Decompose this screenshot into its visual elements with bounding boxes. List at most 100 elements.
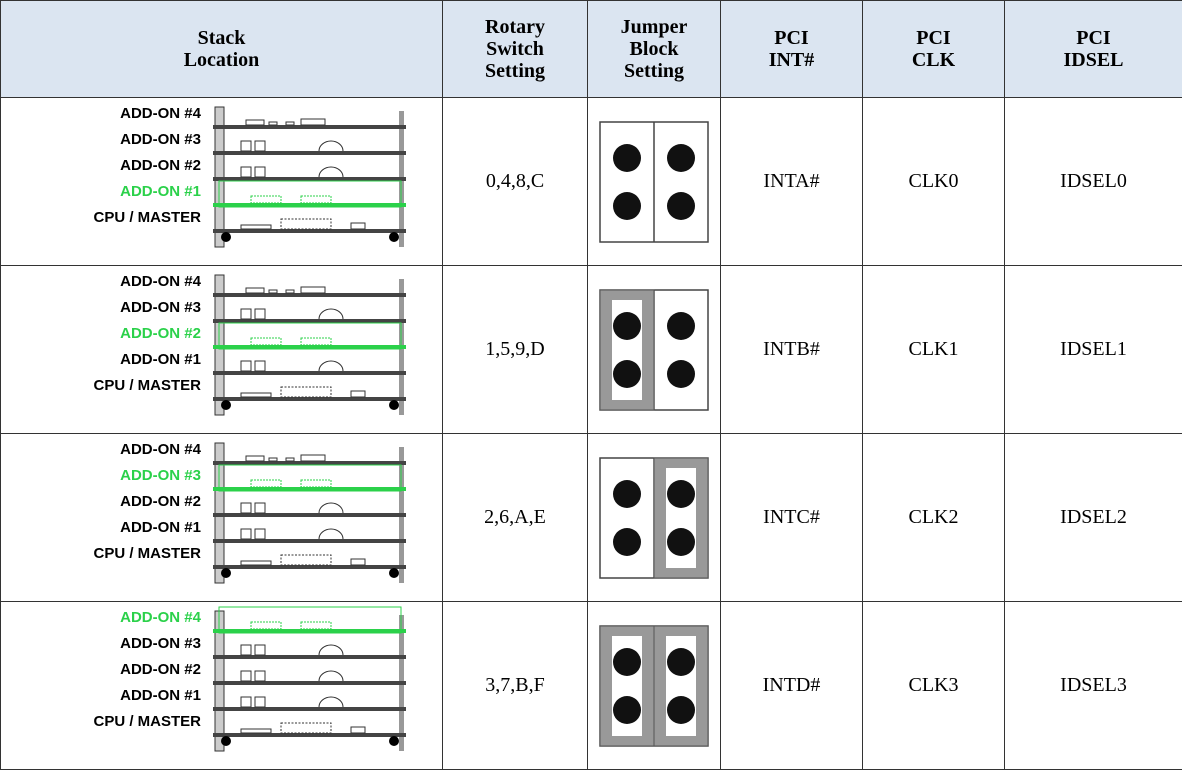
stack-label: ADD-ON #4 xyxy=(120,609,202,626)
stack-label: ADD-ON #2 xyxy=(120,493,201,510)
part xyxy=(254,696,266,707)
pci-idsel: IDSEL2 xyxy=(1060,506,1127,528)
part xyxy=(300,118,326,125)
part xyxy=(254,502,266,513)
pci-clk-cell: CLK3 xyxy=(862,601,1005,770)
rotary-setting: 2,6,A,E xyxy=(484,506,546,528)
board xyxy=(213,680,406,685)
part xyxy=(240,728,272,733)
cpu-chip xyxy=(280,722,332,733)
part xyxy=(350,558,366,565)
table-row: ADD-ON #4 ADD-ON #3 ADD-ON #2 ADD-ON #1 CPU … xyxy=(0,433,1182,602)
part xyxy=(240,360,252,371)
pin xyxy=(667,647,695,676)
part xyxy=(268,289,278,293)
part xyxy=(240,502,252,513)
pci-int: INTA# xyxy=(763,170,820,192)
pci-clk-cell: CLK2 xyxy=(862,433,1005,602)
pci-idsel: IDSEL0 xyxy=(1060,170,1127,192)
header-text: PCI CLK xyxy=(911,27,956,71)
part xyxy=(285,457,295,461)
chip xyxy=(250,621,282,629)
stack-cell: ADD-ON #4 ADD-ON #3 ADD-ON #2 ADD-ON #1 CPU … xyxy=(0,97,443,266)
part xyxy=(254,644,266,655)
cpu-chip xyxy=(280,386,332,397)
pin xyxy=(667,311,695,340)
board xyxy=(213,176,406,181)
board xyxy=(213,654,406,659)
table-row: ADD-ON #4 ADD-ON #3 ADD-ON #2 ADD-ON #1 CPU … xyxy=(0,265,1182,434)
stack-label: ADD-ON #3 xyxy=(120,635,201,652)
part xyxy=(240,670,252,681)
stack-cell: ADD-ON #4 ADD-ON #3 ADD-ON #2 ADD-ON #1 CPU … xyxy=(0,601,443,770)
stack-diagram: ADD-ON #4 ADD-ON #3 ADD-ON #2 ADD-ON #1 CPU … xyxy=(93,273,406,415)
pci-int: INTC# xyxy=(763,506,820,528)
stack-label: CPU / MASTER xyxy=(93,209,201,226)
cpu-chip xyxy=(280,218,332,229)
part xyxy=(254,360,266,371)
board xyxy=(213,318,406,323)
chip xyxy=(300,479,332,487)
board xyxy=(213,628,406,633)
board-outline xyxy=(218,606,402,633)
part xyxy=(300,454,326,461)
board-outline xyxy=(218,180,402,207)
part xyxy=(318,308,344,319)
jumper-block xyxy=(599,456,709,579)
part xyxy=(285,121,295,125)
board xyxy=(213,150,406,155)
pci-clk: CLK2 xyxy=(908,506,959,528)
pin xyxy=(613,359,641,388)
board xyxy=(213,124,406,129)
part xyxy=(254,528,266,539)
stack-label: ADD-ON #4 xyxy=(120,105,202,122)
foot xyxy=(389,567,399,578)
part xyxy=(268,457,278,461)
header-cell: Stack Location xyxy=(0,0,443,98)
rotary-setting-cell: 2,6,A,E xyxy=(442,433,588,602)
stack-label: CPU / MASTER xyxy=(93,545,201,562)
part xyxy=(240,140,252,151)
pci-int-cell: INTA# xyxy=(720,97,863,266)
stack-cell: ADD-ON #4 ADD-ON #3 ADD-ON #2 ADD-ON #1 CPU … xyxy=(0,433,443,602)
part xyxy=(240,166,252,177)
stack-label: ADD-ON #2 xyxy=(120,325,201,342)
part xyxy=(240,644,252,655)
board xyxy=(213,228,406,233)
stack-diagram: ADD-ON #4 ADD-ON #3 ADD-ON #2 ADD-ON #1 CPU … xyxy=(93,606,406,751)
board xyxy=(213,292,406,297)
cpu-chip xyxy=(280,554,332,565)
stack-label: ADD-ON #2 xyxy=(120,661,201,678)
stack-label: ADD-ON #4 xyxy=(120,441,202,458)
table-body: ADD-ON #4 ADD-ON #3 ADD-ON #2 ADD-ON #1 CPU … xyxy=(0,97,1182,770)
board xyxy=(213,202,406,207)
pci-clk: CLK1 xyxy=(908,338,959,360)
part xyxy=(240,528,252,539)
part xyxy=(245,455,265,461)
part xyxy=(350,222,366,229)
pci-idsel-cell: IDSEL3 xyxy=(1004,601,1182,770)
pci-clk-cell: CLK0 xyxy=(862,97,1005,266)
header-cell: PCI INT# xyxy=(720,0,863,98)
rotary-setting: 0,4,8,C xyxy=(485,170,545,192)
stack-label: ADD-ON #2 xyxy=(120,157,201,174)
part xyxy=(318,166,344,177)
pin xyxy=(667,143,695,172)
pin xyxy=(667,695,695,724)
part xyxy=(245,119,265,125)
part xyxy=(318,644,344,655)
pin xyxy=(613,647,641,676)
header-text: PCI INT# xyxy=(768,27,815,71)
pci-int-cell: INTC# xyxy=(720,433,863,602)
board xyxy=(213,512,406,517)
part xyxy=(300,286,326,293)
pci-int-cell: INTD# xyxy=(720,601,863,770)
pci-int: INTD# xyxy=(762,674,821,696)
rotary-setting-cell: 1,5,9,D xyxy=(442,265,588,434)
part xyxy=(318,360,344,371)
stack-label: ADD-ON #1 xyxy=(120,519,201,536)
pci-clk: CLK3 xyxy=(908,674,959,696)
board xyxy=(213,732,406,737)
header-text: PCI IDSEL xyxy=(1063,27,1124,71)
